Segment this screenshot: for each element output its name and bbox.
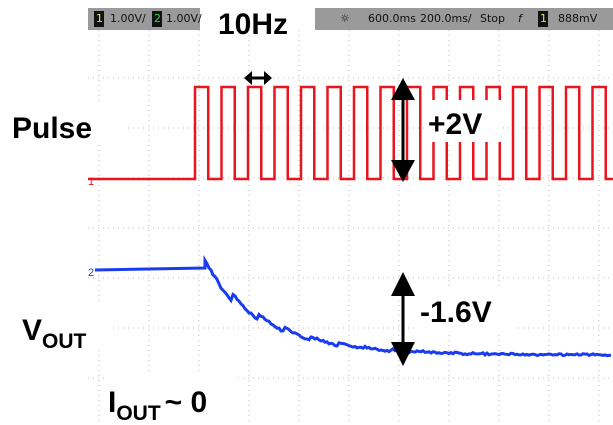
- pulse-trace: [88, 87, 613, 179]
- iout-main: I: [108, 386, 116, 419]
- iout-sub: OUT: [116, 402, 161, 425]
- timebase: 200.0ms/: [420, 12, 472, 25]
- scope-screenshot: 1 1.00V/ 2 1.00V/ ☼ 600.0ms 200.0ms/ Sto…: [0, 0, 613, 425]
- vout-trace: [95, 260, 611, 355]
- ch1-marker: 1: [88, 176, 94, 188]
- trigger-level: 888mV: [558, 12, 598, 25]
- ch2-marker: 2: [88, 267, 94, 279]
- trigger-source: 1: [540, 12, 547, 25]
- sun-icon: ☼: [340, 12, 350, 25]
- run-state: Stop: [480, 12, 505, 25]
- ch2-scale: 1.00V/: [166, 12, 202, 25]
- pulse-amplitude: +2V: [428, 108, 482, 141]
- vout-main: V: [22, 314, 42, 347]
- ch1-label: 1: [96, 12, 103, 25]
- ch1-scale: 1.00V/: [110, 12, 146, 25]
- vout-drop: -1.6V: [420, 296, 492, 329]
- ch2-label: 2: [154, 12, 161, 25]
- grid: [88, 30, 613, 425]
- vout-sub: OUT: [42, 330, 87, 353]
- pulse-label: Pulse: [12, 112, 92, 145]
- frequency-label: 10Hz: [218, 8, 288, 41]
- iout-value: ~ 0: [165, 386, 208, 419]
- delay: 600.0ms: [368, 12, 416, 25]
- status-bar: 1 1.00V/ 2 1.00V/ ☼ 600.0ms 200.0ms/ Sto…: [88, 8, 613, 30]
